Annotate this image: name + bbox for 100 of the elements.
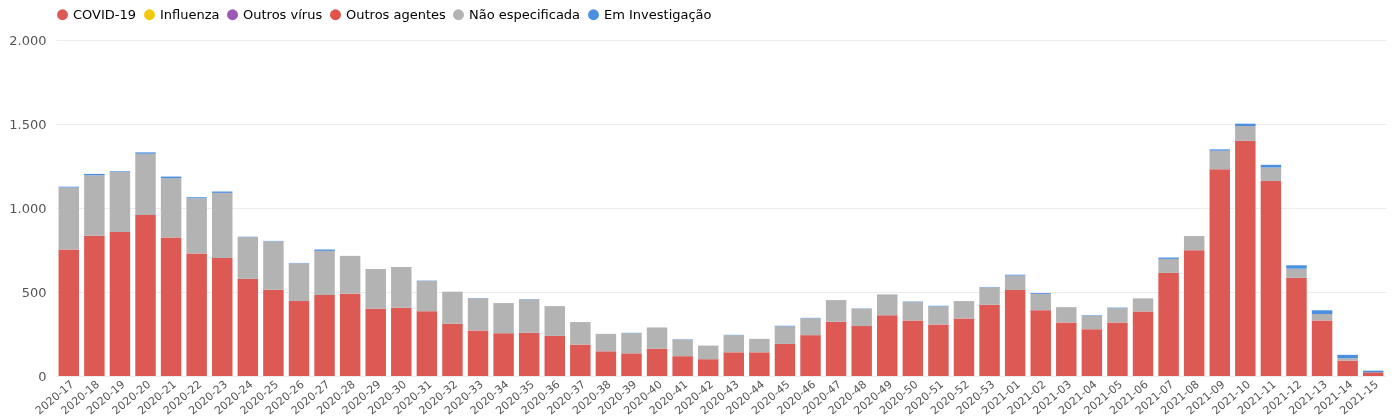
y-tick-label: 1.500 — [9, 116, 47, 132]
bar — [646, 348, 668, 376]
bar — [1132, 298, 1154, 312]
bar — [186, 198, 207, 254]
bar — [749, 338, 770, 353]
bar — [902, 320, 924, 376]
bar — [416, 280, 438, 312]
bar — [314, 295, 335, 376]
bar — [58, 187, 80, 250]
bar — [1260, 180, 1282, 376]
bar — [825, 321, 847, 376]
bar — [1209, 150, 1230, 170]
bar — [800, 335, 821, 376]
bar — [800, 318, 821, 336]
bar — [135, 215, 156, 376]
bar — [109, 171, 131, 233]
bar — [518, 332, 540, 376]
legend-label: Outros agentes — [346, 6, 447, 22]
bar — [84, 235, 105, 376]
y-tick-label: 2.000 — [9, 32, 47, 48]
legend-label: Em Investigação — [604, 6, 712, 22]
bar — [493, 333, 514, 376]
legend-label: Não especificada — [469, 6, 581, 22]
bar — [1004, 289, 1026, 376]
bar — [314, 250, 335, 296]
bar — [697, 345, 719, 360]
y-tick-label: 1.000 — [9, 200, 47, 216]
bar — [1311, 314, 1333, 321]
bar — [467, 298, 489, 331]
bar — [1286, 265, 1307, 269]
bar — [109, 232, 131, 376]
bar — [84, 175, 105, 236]
bar — [902, 302, 924, 321]
bar — [1286, 268, 1307, 278]
y-tick-label: 0 — [38, 368, 47, 384]
bar — [339, 255, 361, 294]
bar — [263, 241, 284, 290]
bar — [774, 326, 796, 344]
bar — [1030, 310, 1051, 376]
bar — [1337, 358, 1358, 361]
bar — [1081, 315, 1103, 330]
bar — [544, 335, 565, 376]
bar — [1337, 360, 1358, 376]
bar — [595, 351, 617, 376]
bar — [467, 330, 489, 376]
bar — [928, 306, 949, 325]
bar — [979, 287, 1000, 305]
bar — [365, 268, 386, 309]
bar — [723, 352, 745, 376]
bar — [1209, 169, 1230, 376]
bar — [672, 339, 693, 357]
bar — [1235, 140, 1256, 376]
bar — [979, 304, 1000, 376]
bar — [263, 289, 284, 376]
bar — [953, 301, 975, 319]
bar — [697, 359, 719, 376]
bar — [621, 353, 642, 376]
bar — [544, 306, 565, 336]
bar — [1158, 258, 1179, 273]
bar — [953, 318, 975, 376]
bar — [1081, 329, 1103, 376]
bar — [877, 294, 898, 316]
bar — [1260, 167, 1282, 181]
bar — [1286, 277, 1307, 376]
bar — [1183, 250, 1205, 376]
legend-label: COVID-19 — [73, 6, 137, 22]
bar — [825, 300, 847, 322]
bar — [1030, 294, 1051, 311]
bar — [851, 308, 872, 327]
bar — [416, 311, 438, 376]
bar — [723, 335, 745, 353]
bar — [493, 303, 514, 334]
bar — [288, 301, 310, 376]
bar — [1107, 322, 1128, 376]
bar — [237, 278, 259, 376]
bar — [1260, 164, 1282, 168]
bar — [391, 266, 412, 308]
bar — [851, 326, 872, 376]
bar — [570, 344, 591, 376]
bar — [288, 263, 310, 302]
bar — [1004, 275, 1026, 290]
y-tick-label: 500 — [21, 284, 47, 300]
bar — [212, 192, 233, 258]
bar — [339, 293, 361, 376]
bar — [1311, 320, 1333, 376]
legend-label: Influenza — [160, 6, 220, 22]
bar — [442, 291, 463, 324]
bar — [518, 299, 540, 333]
bar — [58, 249, 80, 376]
bar — [749, 352, 770, 376]
bar — [160, 237, 182, 376]
bar — [646, 327, 668, 349]
bar — [1056, 307, 1077, 323]
bar — [1337, 354, 1358, 359]
bar — [774, 343, 796, 376]
bar — [1056, 322, 1077, 376]
bar — [442, 323, 463, 376]
bar — [1183, 236, 1205, 251]
bar — [212, 257, 233, 376]
legend-label: Outros vírus — [243, 6, 323, 22]
